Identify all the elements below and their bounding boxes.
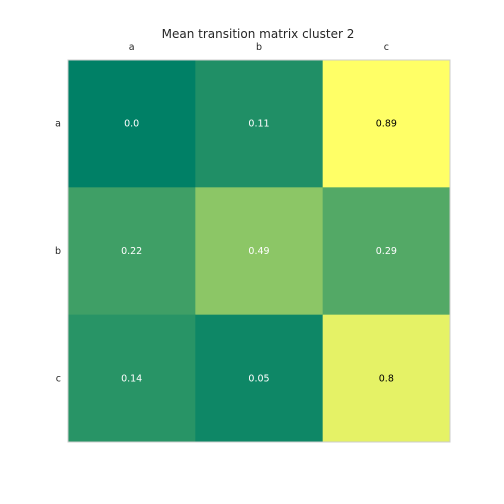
cell-value-label-c-b: 0.05 bbox=[248, 373, 269, 384]
heatmap-cells: 0.0 0.11 0.89 0.22 0.49 0.29 0.14 0.05 0.8 bbox=[68, 60, 451, 443]
cell-value-label-a-c: 0.89 bbox=[376, 119, 397, 130]
cell-value-label-a-a: 0.0 bbox=[124, 119, 139, 130]
cell-value-label-b-a: 0.22 bbox=[121, 246, 142, 257]
heatmap-cell-c-b bbox=[195, 314, 324, 443]
cell-value-label-c-c: 0.8 bbox=[379, 373, 394, 384]
x-tick-label-c: c bbox=[384, 42, 389, 53]
heatmap-cell-a-b bbox=[195, 60, 324, 188]
y-axis-ticks: a b c bbox=[55, 119, 61, 385]
plot-frame bbox=[67, 59, 451, 443]
cell-value-label-a-b: 0.11 bbox=[248, 119, 269, 130]
y-tick-label-b: b bbox=[55, 246, 61, 257]
heatmap-cell-c-c bbox=[322, 314, 451, 443]
cell-value-label-b-b: 0.49 bbox=[248, 246, 269, 257]
chart-title: Mean transition matrix cluster 2 bbox=[162, 27, 355, 41]
cell-value-label-b-c: 0.29 bbox=[376, 246, 397, 257]
x-axis-ticks: a b c bbox=[129, 42, 389, 53]
heatmap-cell-b-a bbox=[68, 187, 196, 316]
y-tick-label-a: a bbox=[55, 119, 61, 130]
heatmap-cell-a-a bbox=[68, 60, 196, 188]
heatmap-cell-b-c bbox=[322, 187, 451, 316]
heatmap-cell-c-a bbox=[68, 314, 196, 443]
heatmap-cell-a-c bbox=[322, 60, 451, 188]
cell-value-label-c-a: 0.14 bbox=[121, 373, 142, 384]
y-tick-label-c: c bbox=[56, 373, 61, 384]
x-tick-label-a: a bbox=[129, 42, 135, 53]
x-tick-label-b: b bbox=[256, 42, 262, 53]
heatmap-cell-b-b bbox=[195, 187, 324, 316]
